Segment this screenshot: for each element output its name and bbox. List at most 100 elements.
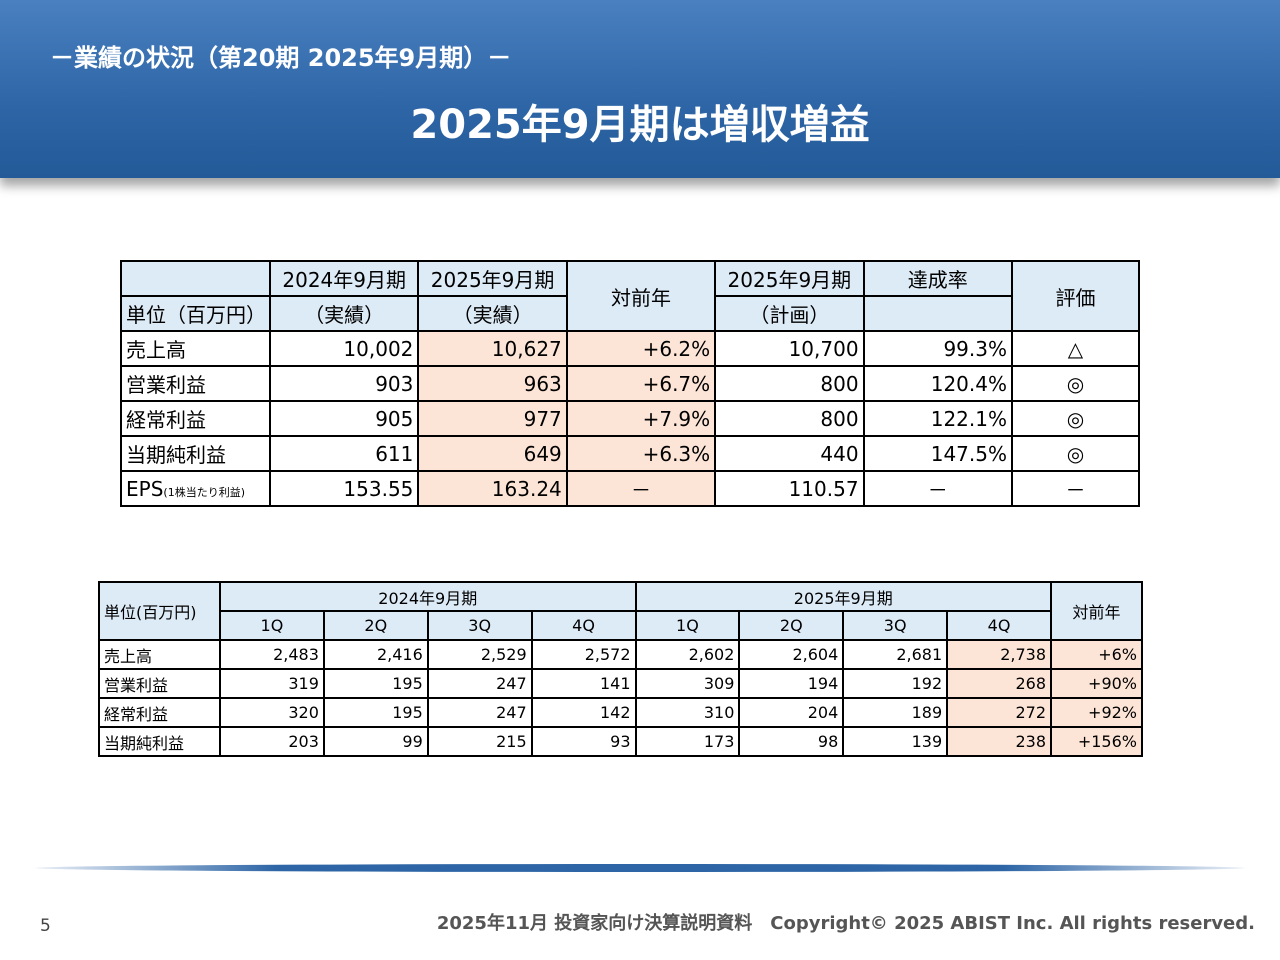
data-cell: 98 bbox=[738, 726, 845, 757]
header-cell: 2025年9月期 bbox=[634, 581, 1052, 612]
divider bbox=[35, 864, 1245, 872]
results-table: 2024年9月期 2025年9月期 対前年 2025年9月期 達成率 評価 単位（百万円）（… bbox=[120, 260, 1140, 507]
data-cell: 2,572 bbox=[530, 639, 637, 670]
header-cell: 2Q bbox=[738, 610, 845, 641]
data-cell: 192 bbox=[842, 668, 949, 699]
data-cell: 247 bbox=[426, 697, 533, 728]
data-cell: 122.1% bbox=[862, 400, 1014, 437]
header-cell: 評価 bbox=[1011, 260, 1140, 332]
header-cell: 達成率 bbox=[862, 260, 1014, 297]
data-cell: 649 bbox=[417, 435, 568, 472]
data-cell: 141 bbox=[530, 668, 637, 699]
header-cell: （実績） bbox=[417, 295, 568, 332]
unit-cell: 単位(百万円) bbox=[98, 581, 221, 641]
header-cell bbox=[862, 295, 1014, 332]
header-cell: 3Q bbox=[426, 610, 533, 641]
row-label: 当期純利益 bbox=[98, 726, 221, 757]
data-cell: 163.24 bbox=[417, 470, 568, 507]
label-text: 売上高 bbox=[126, 338, 186, 362]
data-cell: 195 bbox=[322, 668, 429, 699]
data-cell: 204 bbox=[738, 697, 845, 728]
data-cell: 120.4% bbox=[862, 365, 1014, 402]
header-cell: 1Q bbox=[634, 610, 741, 641]
row-label: 売上高 bbox=[120, 330, 271, 367]
title: 2025年9月期は増収増益 bbox=[410, 102, 870, 148]
data-cell: 440 bbox=[714, 435, 865, 472]
data-cell: +90% bbox=[1050, 668, 1143, 699]
data-cell: 309 bbox=[634, 668, 741, 699]
data-cell: 2,416 bbox=[322, 639, 429, 670]
data-cell: 2,681 bbox=[842, 639, 949, 670]
header-cell: 4Q bbox=[946, 610, 1052, 641]
header-cell: 2024年9月期 bbox=[268, 260, 420, 297]
data-cell: 99 bbox=[322, 726, 429, 757]
data-cell: 173 bbox=[634, 726, 741, 757]
row-label: 営業利益 bbox=[98, 668, 221, 699]
header-cell: 2024年9月期 bbox=[219, 581, 637, 612]
data-row: 当期純利益 611 649 +6.3% 440 147.5% ◎ bbox=[120, 435, 1140, 472]
data-cell: 10,627 bbox=[417, 330, 568, 367]
header-row: 単位（百万円） （実績） （実績） （計画） bbox=[120, 295, 1139, 332]
data-cell: 2,738 bbox=[946, 639, 1052, 670]
data-cell: 10,002 bbox=[268, 330, 420, 367]
header-cell: 2025年9月期 bbox=[417, 260, 568, 297]
data-cell: 310 bbox=[634, 697, 741, 728]
data-cell: 110.57 bbox=[714, 470, 865, 507]
row-label: 当期純利益 bbox=[120, 435, 271, 472]
data-row: 営業利益 319 195 247 141 309 194 192 268 +90% bbox=[98, 668, 1143, 699]
header-row: 単位(百万円) 2024年9月期 2025年9月期 対前年 bbox=[98, 581, 1143, 641]
header-cell: 対前年 bbox=[565, 260, 717, 332]
data-cell: 903 bbox=[268, 365, 420, 402]
data-cell: +6.2% bbox=[565, 330, 717, 367]
footer-text: 2025年11月 投資家向け決算説明資料 Copyright© 2025 ABI… bbox=[436, 913, 1255, 934]
header-row: 1Q 2Q 3Q 4Q 1Q 2Q 3Q 4Q bbox=[99, 610, 1142, 641]
header-cell: 2Q bbox=[322, 610, 429, 641]
data-cell: 10,700 bbox=[714, 330, 865, 367]
header-cell: 2025年9月期 bbox=[714, 260, 865, 297]
data-cell: +92% bbox=[1050, 697, 1143, 728]
data-cell: 247 bbox=[426, 668, 533, 699]
data-cell: 268 bbox=[946, 668, 1052, 699]
data-cell: +6.3% bbox=[565, 435, 717, 472]
data-cell: ◎ bbox=[1011, 400, 1140, 437]
header-cell: 4Q bbox=[530, 610, 637, 641]
quarterly-table: 単位(百万円) 2024年9月期 2025年9月期 対前年 1Q 2Q 3Q 4Q 1Q 2Q 3Q… bbox=[98, 581, 1143, 757]
data-cell: △ bbox=[1011, 330, 1140, 367]
label-text: EPS bbox=[126, 476, 164, 501]
data-cell: 238 bbox=[946, 726, 1052, 757]
data-cell: 2,529 bbox=[426, 639, 533, 670]
data-cell: － bbox=[1011, 470, 1140, 507]
data-cell: +156% bbox=[1050, 726, 1143, 757]
row-label: 経常利益 bbox=[98, 697, 221, 728]
label-text: 営業利益 bbox=[126, 373, 206, 397]
data-cell: 194 bbox=[738, 668, 845, 699]
header-cell: 3Q bbox=[842, 610, 949, 641]
unit-cell: 単位（百万円） bbox=[120, 295, 271, 332]
data-cell: ◎ bbox=[1011, 365, 1140, 402]
data-cell: 977 bbox=[417, 400, 568, 437]
data-cell: 195 bbox=[322, 697, 429, 728]
header-cell bbox=[120, 260, 271, 297]
data-cell: 99.3% bbox=[862, 330, 1014, 367]
data-cell: 2,483 bbox=[219, 639, 325, 670]
row-label: 営業利益 bbox=[120, 365, 271, 402]
data-row: 売上高 10,002 10,627 +6.2% 10,700 99.3% △ bbox=[120, 330, 1140, 367]
data-row: 当期純利益 203 99 215 93 173 98 139 238 +156% bbox=[98, 726, 1143, 757]
data-cell: 2,602 bbox=[634, 639, 741, 670]
data-cell: 153.55 bbox=[268, 470, 420, 507]
header-cell: 1Q bbox=[219, 610, 325, 641]
row-label: 経常利益 bbox=[120, 400, 271, 437]
page-number: 5 bbox=[40, 916, 51, 936]
header-row: 2024年9月期 2025年9月期 対前年 2025年9月期 達成率 評価 bbox=[120, 260, 1140, 332]
data-cell: 139 bbox=[842, 726, 949, 757]
data-cell: 147.5% bbox=[862, 435, 1014, 472]
data-row: 経常利益 320 195 247 142 310 204 189 272 +92% bbox=[98, 697, 1143, 728]
data-cell: 142 bbox=[530, 697, 637, 728]
banner: －業績の状況（第20期 2025年9月期）－ 2025年9月期は増収増益 bbox=[0, 0, 1280, 178]
data-cell: 611 bbox=[268, 435, 420, 472]
data-cell: 93 bbox=[530, 726, 637, 757]
data-cell: +7.9% bbox=[565, 400, 717, 437]
label-note: (1株当たり利益) bbox=[163, 485, 245, 499]
data-cell: 800 bbox=[714, 400, 865, 437]
